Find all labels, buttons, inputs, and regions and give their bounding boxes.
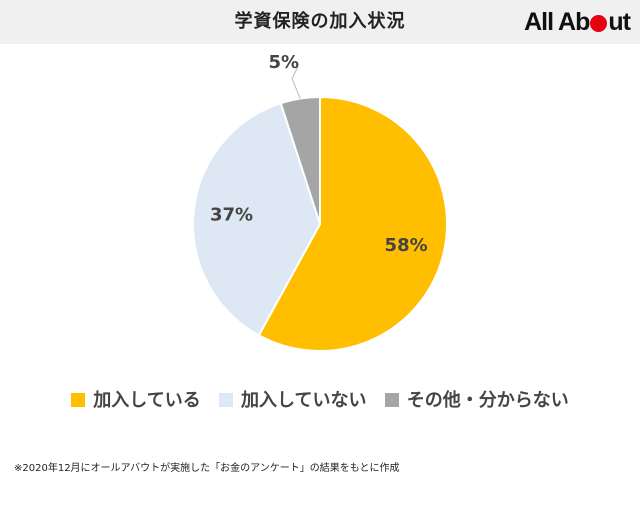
source-note: ※2020年12月にオールアバウトが実施した「お金のアンケート」の結果をもとに作… [14, 463, 400, 474]
data-label-joined: 58% [385, 235, 428, 256]
data-label-not-joined: 37% [210, 205, 253, 226]
pie-slice-not-joined [192, 101, 322, 337]
legend-swatch-not-joined [219, 393, 233, 407]
logo-text-end: ut [608, 8, 631, 36]
header-bar [0, 0, 640, 44]
pie-slice-other [279, 95, 321, 225]
logo-text-start: All Ab [524, 8, 590, 36]
legend-item-other: その他・分からない [384, 386, 569, 412]
legend-label-joined: 加入している [93, 390, 201, 411]
chart-title: 学資保険の加入状況 [234, 11, 406, 32]
legend-label-not-joined: 加入していない [241, 390, 367, 411]
pie-slice-joined [257, 95, 448, 352]
legend-swatch-other [384, 393, 399, 407]
legend-swatch-joined [71, 393, 86, 407]
allabout-logo: All Ab ut [524, 7, 631, 37]
pie-chart: 58% 37% 5% [192, 52, 448, 352]
data-label-other: 5% [268, 52, 299, 73]
legend-item-not-joined: 加入していない [219, 386, 366, 412]
leader-line-other [291, 66, 301, 99]
legend: 加入している 加入していない その他・分からない [0, 386, 640, 412]
logo-dot-icon [590, 15, 608, 32]
legend-label-other: その他・分からない [406, 390, 569, 411]
legend-item-joined: 加入している [71, 386, 201, 412]
